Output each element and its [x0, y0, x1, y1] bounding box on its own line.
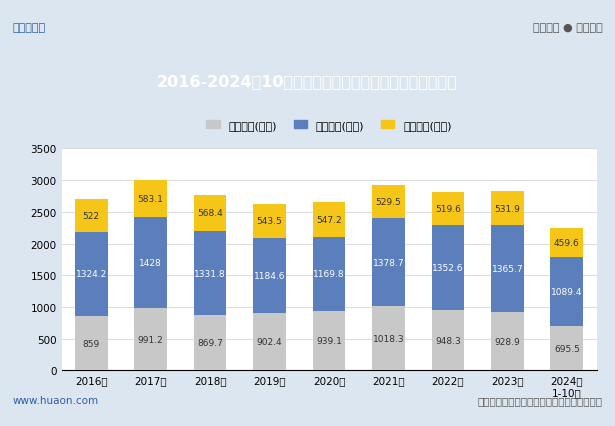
Bar — [491, 312, 524, 371]
Bar — [372, 185, 405, 219]
Text: 531.9: 531.9 — [494, 204, 520, 213]
Text: 1378.7: 1378.7 — [373, 258, 404, 267]
Text: 583.1: 583.1 — [138, 195, 164, 204]
Text: 547.2: 547.2 — [316, 215, 342, 225]
Bar — [75, 199, 108, 233]
Text: 华经情报网: 华经情报网 — [12, 23, 46, 33]
Text: 568.4: 568.4 — [197, 209, 223, 218]
Bar — [194, 195, 226, 231]
Bar — [312, 237, 346, 311]
Text: 专业严谨 ● 客观科学: 专业严谨 ● 客观科学 — [533, 23, 603, 33]
Text: 数据来源：国家统计局，华经产业研究院整理: 数据来源：国家统计局，华经产业研究院整理 — [478, 395, 603, 406]
Text: 1365.7: 1365.7 — [491, 264, 523, 273]
Text: 991.2: 991.2 — [138, 335, 164, 344]
Text: 948.3: 948.3 — [435, 336, 461, 345]
Text: 543.5: 543.5 — [256, 217, 282, 226]
Text: 1352.6: 1352.6 — [432, 263, 464, 272]
Bar — [75, 233, 108, 316]
Text: 2016-2024年10月河北省工业企业销售、管理及财务费用: 2016-2024年10月河北省工业企业销售、管理及财务费用 — [157, 73, 458, 89]
Text: 1089.4: 1089.4 — [551, 288, 582, 296]
Text: 859: 859 — [82, 339, 100, 348]
Bar — [491, 225, 524, 312]
Text: 902.4: 902.4 — [256, 337, 282, 347]
Text: 1184.6: 1184.6 — [254, 271, 285, 280]
Bar — [372, 306, 405, 371]
Bar — [312, 202, 346, 237]
Bar — [432, 192, 464, 225]
Text: 459.6: 459.6 — [554, 239, 580, 248]
Bar — [253, 314, 286, 371]
Text: 529.5: 529.5 — [376, 198, 402, 207]
Text: 1428: 1428 — [140, 258, 162, 267]
Legend: 销售费用(亿元), 管理费用(亿元), 财务费用(亿元): 销售费用(亿元), 管理费用(亿元), 财务费用(亿元) — [202, 116, 456, 135]
Bar — [550, 327, 583, 371]
Text: 695.5: 695.5 — [554, 344, 580, 353]
Bar — [134, 308, 167, 371]
Bar — [432, 225, 464, 311]
Bar — [134, 218, 167, 308]
Bar — [253, 239, 286, 314]
Text: 928.9: 928.9 — [494, 337, 520, 346]
Text: 869.7: 869.7 — [197, 339, 223, 348]
Bar — [550, 229, 583, 258]
Text: 1324.2: 1324.2 — [76, 270, 107, 279]
Bar — [194, 231, 226, 316]
Bar — [253, 204, 286, 239]
Text: 939.1: 939.1 — [316, 337, 342, 345]
Text: www.huaon.com: www.huaon.com — [12, 395, 98, 406]
Bar — [372, 219, 405, 306]
Bar — [432, 311, 464, 371]
Bar — [75, 316, 108, 371]
Bar — [312, 311, 346, 371]
Text: 519.6: 519.6 — [435, 204, 461, 213]
Bar — [134, 181, 167, 218]
Text: 1331.8: 1331.8 — [194, 269, 226, 278]
Bar — [194, 316, 226, 371]
Text: 522: 522 — [83, 211, 100, 220]
Text: 1018.3: 1018.3 — [373, 334, 404, 343]
Text: 1169.8: 1169.8 — [313, 270, 345, 279]
Bar — [491, 192, 524, 225]
Bar — [550, 258, 583, 327]
